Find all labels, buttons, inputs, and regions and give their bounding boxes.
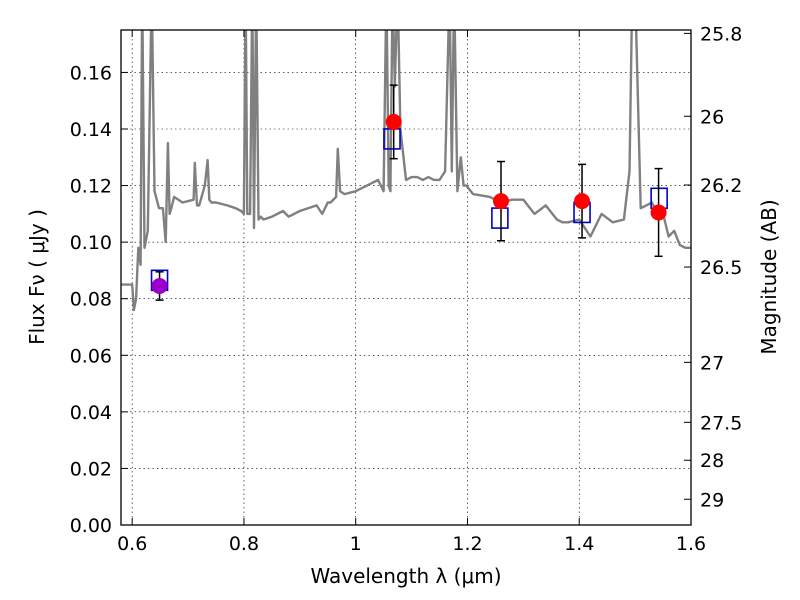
y-tick-label: 0.00 — [70, 515, 112, 537]
x-tick-label: 0.6 — [117, 533, 147, 555]
y2-tick-label: 26.5 — [700, 257, 742, 279]
data-point — [385, 113, 402, 130]
data-point — [151, 277, 168, 294]
y-tick-label: 0.10 — [70, 232, 112, 254]
y-tick-label: 0.12 — [70, 176, 112, 198]
data-point — [574, 193, 591, 210]
y2-tick-label: 29 — [700, 489, 724, 511]
y-axis-ticks: 0.00 0.02 0.04 0.06 0.08 0.10 0.12 0.14 0.16 — [70, 62, 128, 537]
x-axis-label: Wavelength λ (μm) — [310, 564, 501, 588]
x-tick-label: 1 — [350, 533, 362, 555]
model-box — [491, 207, 509, 229]
x-axis-ticks: 0.6 0.8 1 1.2 1.4 1.6 — [117, 30, 706, 555]
y-tick-label: 0.04 — [70, 402, 112, 424]
x-tick-label: 1.4 — [564, 533, 594, 555]
y2-axis-label: Magnitude (AB) — [757, 199, 781, 354]
y2-tick-label: 28 — [700, 450, 724, 472]
y-tick-label: 0.08 — [70, 289, 112, 311]
x-tick-label: 1.6 — [676, 533, 706, 555]
plot-area — [121, 30, 691, 312]
y-tick-label: 0.14 — [70, 119, 112, 141]
y2-tick-label: 27.5 — [700, 412, 742, 434]
data-point — [650, 204, 667, 221]
y-tick-label: 0.16 — [70, 62, 112, 84]
x-tick-label: 0.8 — [229, 533, 259, 555]
y2-tick-label: 27 — [700, 352, 724, 374]
x-tick-label: 1.2 — [452, 533, 482, 555]
y2-axis-ticks: 25.8 26 26.2 26.5 27 27.5 28 29 — [684, 23, 742, 511]
grid — [121, 30, 692, 526]
y2-tick-label: 26.2 — [700, 175, 742, 197]
y-tick-label: 0.06 — [70, 345, 112, 367]
y2-tick-label: 25.8 — [700, 23, 742, 45]
data-point — [493, 193, 509, 210]
y-tick-label: 0.02 — [70, 458, 112, 480]
spectrum-line — [121, 30, 691, 312]
markers — [150, 84, 668, 301]
plot-frame — [120, 29, 692, 526]
y-axis-label: Flux Fν ( μJy ) — [25, 209, 49, 345]
y2-tick-label: 26 — [700, 106, 724, 128]
